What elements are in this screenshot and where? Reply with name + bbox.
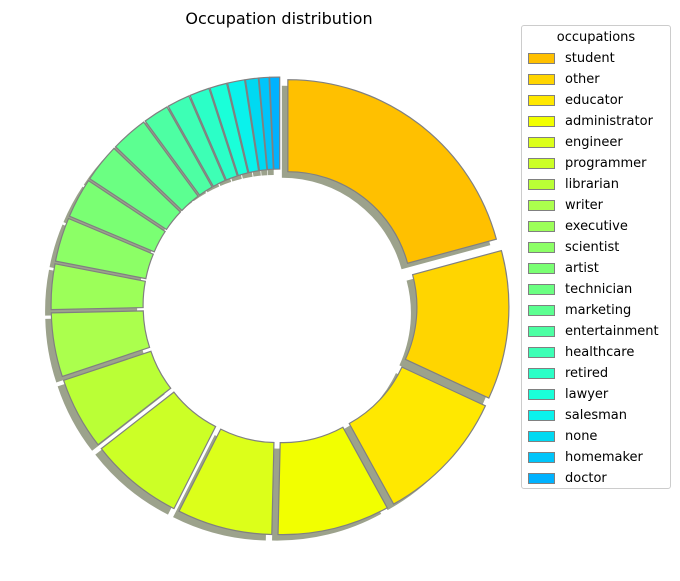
legend-swatch (528, 284, 555, 295)
slice-entertainment (144, 106, 213, 196)
legend-label: healthcare (565, 345, 635, 360)
legend-label: engineer (565, 135, 623, 150)
legend: occupations student other educator administ… (521, 25, 671, 489)
legend-swatch (528, 53, 555, 64)
legend-item: educator (528, 90, 623, 111)
legend-label: entertainment (565, 324, 659, 339)
legend-item: administrator (528, 111, 653, 132)
legend-swatch (528, 137, 555, 148)
slice-none (244, 77, 268, 172)
legend-item: homemaker (528, 447, 643, 468)
slice-lawyer (209, 82, 249, 177)
legend-label: writer (565, 198, 604, 213)
legend-swatch (528, 200, 555, 211)
legend-item: doctor (528, 468, 607, 489)
slice-educator (348, 366, 487, 505)
legend-item: librarian (528, 174, 619, 195)
legend-item: healthcare (528, 342, 634, 363)
slice-executive (50, 263, 147, 311)
legend-swatch (528, 431, 555, 442)
legend-item: other (528, 69, 600, 90)
slice-doctor (268, 76, 281, 170)
legend-item: scientist (528, 237, 619, 258)
slice-programmer (100, 391, 217, 510)
slice-artist (68, 179, 167, 253)
legend-label: executive (565, 219, 628, 234)
legend-title: occupations (556, 30, 636, 45)
legend-label: doctor (565, 471, 607, 486)
legend-label: programmer (565, 156, 647, 171)
legend-swatch (528, 242, 555, 253)
legend-label: administrator (565, 114, 653, 129)
slice-retired (189, 87, 238, 181)
slice-student (287, 79, 498, 264)
legend-swatch (528, 221, 555, 232)
legend-label: educator (565, 93, 623, 108)
legend-item: writer (528, 195, 603, 216)
legend-label: scientist (565, 240, 620, 255)
legend-label: librarian (565, 177, 619, 192)
slice-writer (50, 310, 151, 378)
legend-label: technician (565, 282, 633, 297)
legend-swatch (528, 368, 555, 379)
legend-label: student (565, 51, 615, 66)
slice-librarian (62, 350, 172, 446)
legend-swatch (528, 452, 555, 463)
slice-salesman (226, 79, 260, 174)
legend-swatch (528, 179, 555, 190)
legend-item: engineer (528, 132, 623, 153)
legend-swatch (528, 74, 555, 85)
chart-title: Occupation distribution (185, 9, 372, 28)
legend-item: student (528, 48, 615, 69)
slice-marketing (114, 121, 199, 212)
legend-swatch (528, 158, 555, 169)
slice-administrator (277, 426, 389, 536)
legend-label: retired (565, 366, 609, 381)
legend-item: programmer (528, 153, 647, 174)
legend-item: salesman (528, 405, 627, 426)
legend-label: lawyer (565, 387, 609, 402)
legend-swatch (528, 347, 555, 358)
legend-item: marketing (528, 300, 631, 321)
legend-swatch (528, 389, 555, 400)
legend-label: none (565, 429, 598, 444)
legend-item: executive (528, 216, 628, 237)
slice-other (404, 249, 510, 399)
legend-swatch (528, 473, 555, 484)
legend-swatch (528, 263, 555, 274)
legend-label: homemaker (565, 450, 643, 465)
slice-homemaker (258, 76, 274, 171)
legend-item: artist (528, 258, 599, 279)
legend-swatch (528, 95, 555, 106)
legend-item: lawyer (528, 384, 608, 405)
legend-swatch (528, 305, 555, 316)
slice-healthcare (167, 95, 227, 188)
slice-scientist (54, 217, 155, 280)
legend-swatch (528, 326, 555, 337)
slice-engineer (178, 428, 275, 536)
slice-technician (88, 147, 182, 231)
legend-label: artist (565, 261, 599, 276)
legend-label: marketing (565, 303, 632, 318)
legend-item: none (528, 426, 597, 447)
legend-label: other (565, 72, 600, 87)
legend-swatch (528, 410, 555, 421)
legend-item: technician (528, 279, 632, 300)
legend-swatch (528, 116, 555, 127)
legend-item: retired (528, 363, 608, 384)
legend-label: salesman (565, 408, 627, 423)
legend-item: entertainment (528, 321, 659, 342)
